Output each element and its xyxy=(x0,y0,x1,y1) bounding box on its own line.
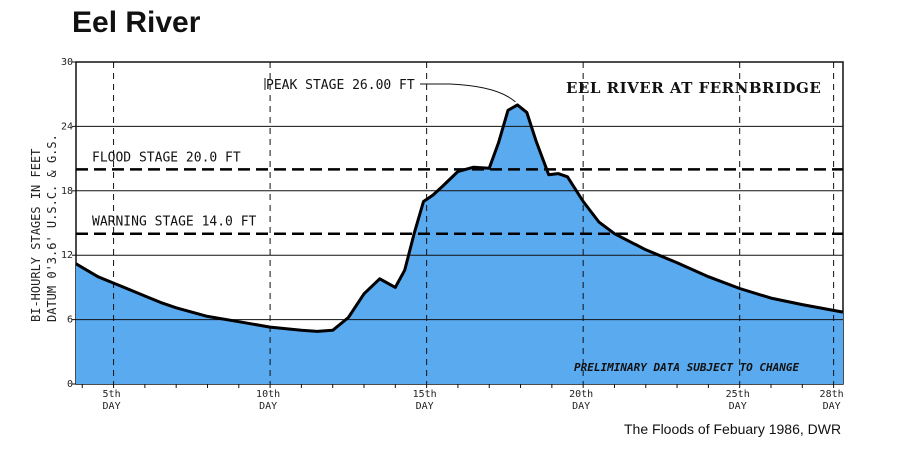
y-tick-label: 12 xyxy=(61,250,73,261)
chart-title: EEL RIVER AT FERNBRIDGE xyxy=(566,79,821,97)
stage-line xyxy=(75,103,844,333)
y-axis-label-line1: BI-HOURLY STAGES IN FEET xyxy=(29,149,43,322)
y-tick-label: 6 xyxy=(67,315,73,326)
x-tick-sublabel: DAY xyxy=(729,401,747,412)
x-tick-label: 25th xyxy=(726,389,750,400)
page-title: Eel River xyxy=(72,6,201,39)
x-tick-sublabel: DAY xyxy=(259,401,277,412)
x-tick-sublabel: DAY xyxy=(416,401,434,412)
preliminary-note: PRELIMINARY DATA SUBJECT TO CHANGE xyxy=(574,361,800,374)
x-tick-sublabel: DAY xyxy=(103,401,121,412)
x-tick-label: 15th xyxy=(413,389,437,400)
source-caption: The Floods of Febuary 1986, DWR xyxy=(624,421,842,437)
peak-leader-line xyxy=(420,83,516,103)
peak-label: PEAK STAGE 26.00 FT xyxy=(266,78,415,93)
warning-stage-label: WARNING STAGE 14.0 FT xyxy=(92,215,257,230)
x-tick-sublabel: DAY xyxy=(823,401,841,412)
y-tick-label: 30 xyxy=(61,57,73,68)
x-tick-label: 10th xyxy=(256,389,280,400)
y-tick-label: 0 xyxy=(67,379,73,390)
y-tick-label: 18 xyxy=(61,186,73,197)
axis-labels: 06121824305thDAY10thDAY15thDAY20thDAY25t… xyxy=(61,57,844,412)
reference-lines: FLOOD STAGE 20.0 FT WARNING STAGE 14.0 FT xyxy=(76,150,843,235)
y-axis-label-line2: DATUM 0'3.6' U.S.C. & G.S. xyxy=(45,134,59,322)
x-tick-label: 5th xyxy=(103,389,121,400)
x-tick-label: 20th xyxy=(569,389,593,400)
overlay-layer xyxy=(76,62,843,384)
x-tick-sublabel: DAY xyxy=(572,401,590,412)
stage-area-fill xyxy=(76,104,843,385)
x-tick-label: 28th xyxy=(820,389,844,400)
y-tick-label: 24 xyxy=(61,121,73,132)
flood-stage-label: FLOOD STAGE 20.0 FT xyxy=(92,150,241,165)
